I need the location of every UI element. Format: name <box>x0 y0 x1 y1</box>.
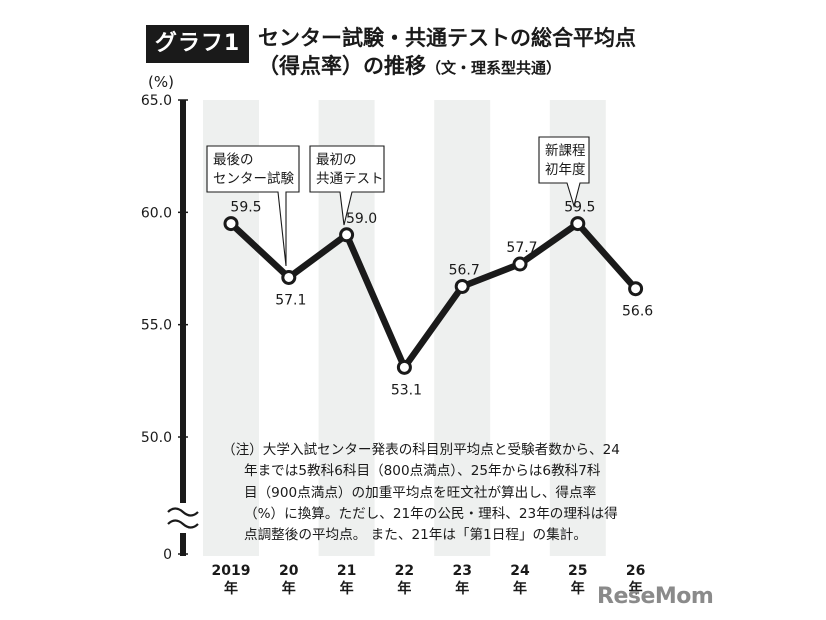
resemom-logo: ReseMom <box>597 584 714 609</box>
x-tick-suffix: 年 <box>397 580 411 597</box>
footnote-line-5: 点調整後の平均点。 また、21年は「第1日程」の集計。 <box>244 527 587 544</box>
data-point <box>454 278 470 294</box>
data-label: 59.5 <box>230 200 261 216</box>
series-line <box>228 220 639 371</box>
data-point <box>396 359 412 375</box>
x-tick-suffix: 年 <box>571 580 585 597</box>
footnote-line-1: （注）大学入試センター発表の科目別平均点と受験者数から、24 <box>222 442 620 458</box>
data-label: 59.0 <box>346 211 377 227</box>
data-label: 56.7 <box>449 262 480 278</box>
annotation-text: 最後の <box>213 152 254 168</box>
annotation-callout <box>309 145 385 226</box>
axis-break-mark <box>167 519 199 529</box>
data-label: 57.1 <box>275 292 306 308</box>
chart-subtitle-main: （得点率）の推移 <box>258 54 426 78</box>
y-tick-label: 50.0 <box>141 430 172 446</box>
x-tick-label: 21 <box>337 563 356 579</box>
x-tick-label: 24 <box>510 563 530 579</box>
x-tick-label: 20 <box>279 563 299 579</box>
data-point <box>223 216 239 232</box>
footnote: （注）大学入試センター発表の科目別平均点と受験者数から、24 年までは5教科6科… <box>222 440 622 546</box>
graph-badge: グラフ1 <box>146 25 249 63</box>
column-band <box>434 100 491 556</box>
x-tick-suffix: 年 <box>629 580 643 597</box>
annotation-callout <box>538 136 590 209</box>
data-point <box>281 269 297 285</box>
x-tick-label: 25 <box>568 563 587 579</box>
annotation-callout <box>206 145 300 267</box>
data-label: 59.5 <box>564 200 595 216</box>
y-tick-label: 0 <box>163 547 172 563</box>
x-tick-label: 22 <box>395 563 414 579</box>
data-label: 56.6 <box>622 304 653 320</box>
annotation-text: 最初の <box>316 151 357 168</box>
x-tick-suffix: 年 <box>340 580 354 597</box>
footnote-line-2: 年までは5教科6科目（800点満点）、25年からは6教科7科 <box>244 463 601 480</box>
y-tick-label: 65.0 <box>141 93 172 109</box>
annotation-text: 初年度 <box>545 161 586 178</box>
axis-break-mark <box>167 507 199 517</box>
x-tick-suffix: 年 <box>282 580 296 597</box>
y-axis-unit: (%) <box>148 73 174 91</box>
annotation-text: センター試験 <box>213 171 294 187</box>
chart-subtitle-sub: （文・理系型共通） <box>426 59 562 77</box>
x-tick-label: 26 <box>626 563 645 579</box>
data-label: 53.1 <box>391 382 422 398</box>
x-tick-label: 2019 <box>212 563 251 579</box>
data-label: 57.7 <box>506 240 537 256</box>
data-point <box>628 281 644 297</box>
x-tick-suffix: 年 <box>224 580 238 597</box>
annotation-text: 新課程 <box>545 143 586 159</box>
x-tick-suffix: 年 <box>455 580 469 597</box>
x-tick-label: 23 <box>452 563 471 579</box>
footnote-line-3: 目（900点満点）の加重平均点を旺文社が算出し、得点率 <box>244 484 597 501</box>
y-tick-label: 60.0 <box>141 205 172 221</box>
chart-title: センター試験・共通テストの総合平均点 <box>258 26 636 50</box>
data-point <box>512 256 528 272</box>
y-tick-label: 55.0 <box>141 318 172 334</box>
footnote-line-4: （%）に換算。ただし、21年の公民・理科、23年の理科は得 <box>244 505 618 522</box>
x-tick-suffix: 年 <box>513 580 527 597</box>
chart-subtitle: （得点率）の推移（文・理系型共通） <box>258 50 561 80</box>
annotation-text: 共通テスト <box>316 171 384 187</box>
data-point <box>570 216 586 232</box>
data-point <box>339 227 355 243</box>
